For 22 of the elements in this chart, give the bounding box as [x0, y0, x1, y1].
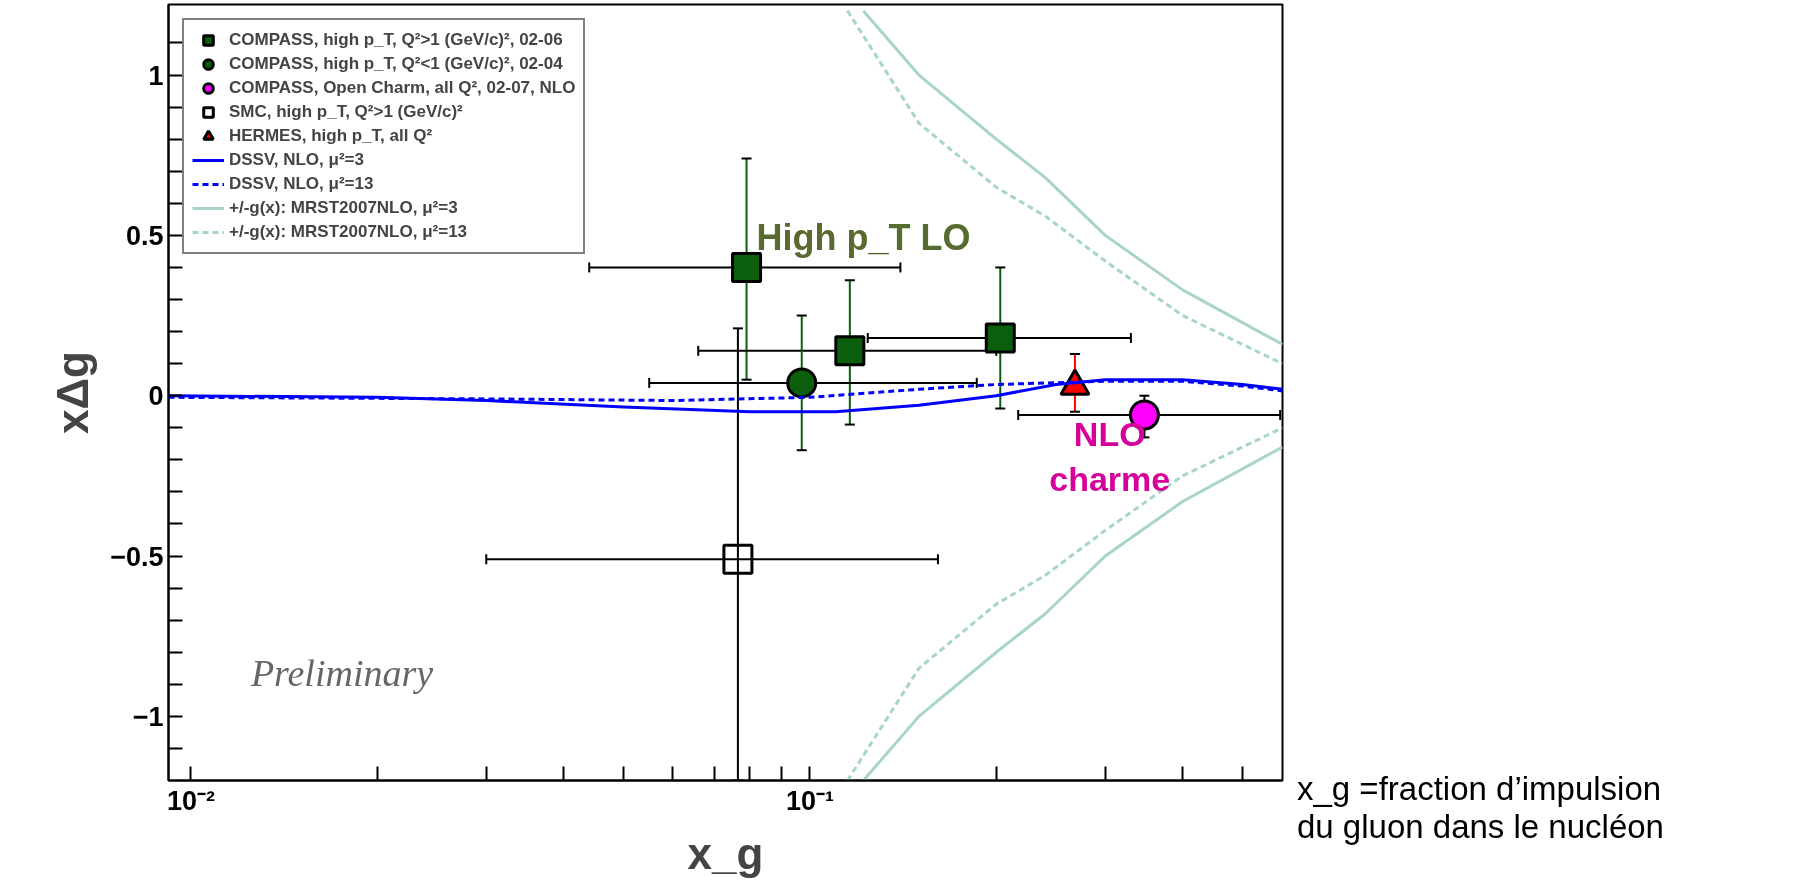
legend-label: COMPASS, high p_T, Q²>1 (GeV/c)², 02-06: [229, 29, 563, 51]
legend-label: DSSV, NLO, μ²=3: [229, 149, 364, 171]
legend-label: SMC, high p_T, Q²>1 (GeV/c)²: [229, 101, 463, 123]
legend-label: +/-g(x): MRST2007NLO, μ²=13: [229, 221, 468, 243]
legend-label: COMPASS, high p_T, Q²<1 (GeV/c)², 02-04: [229, 53, 563, 75]
y-tick-label: 1: [148, 60, 164, 91]
y-tick-label: 0.5: [125, 220, 164, 251]
x-tick-label: 10⁻¹: [785, 785, 834, 816]
annotation: High p_T LO: [756, 216, 971, 258]
y-tick-label: −1: [132, 701, 164, 732]
x-tick-label: 10⁻²: [166, 785, 215, 816]
text: x_g =fraction d’impulsion du gluon dans le nucléon: [1297, 770, 1664, 846]
y-axis-title: xΔg: [48, 351, 98, 434]
legend-label: COMPASS, Open Charm, all Q², 02-07, NLO: [229, 77, 576, 99]
legend-label: HERMES, high p_T, all Q²: [229, 125, 433, 147]
y-tick-label: −0.5: [110, 541, 164, 572]
legend-label: +/-g(x): MRST2007NLO, μ²=3: [229, 197, 458, 219]
y-tick-label: 0: [148, 381, 164, 412]
legend-label: DSSV, NLO, μ²=13: [229, 173, 374, 195]
x-axis-title: x_g: [687, 828, 764, 878]
annotation: Preliminary: [249, 651, 434, 694]
annotation: NLO charme: [1049, 414, 1171, 499]
